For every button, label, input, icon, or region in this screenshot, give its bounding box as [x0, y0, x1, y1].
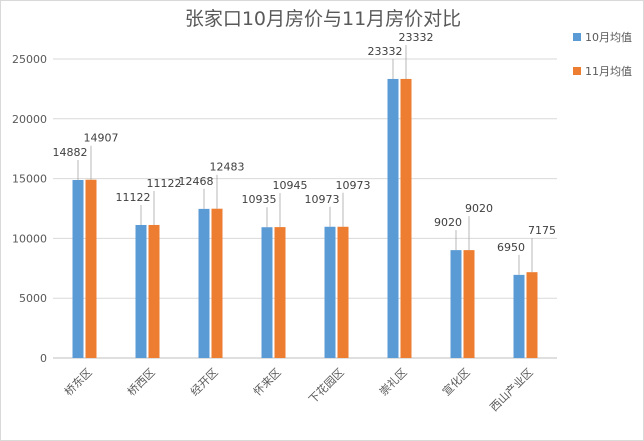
chart-title: 张家口10月房价与11月房价对比 [185, 8, 461, 30]
bar-oct [387, 78, 399, 358]
bar-nov [463, 250, 475, 358]
x-tick-label: 桥东区 [62, 366, 95, 399]
bar-nov [211, 208, 223, 358]
bar-oct [261, 227, 273, 358]
y-tick-label: 20000 [12, 113, 47, 126]
bar-nov [85, 179, 97, 358]
legend-label: 10月均值 [585, 31, 632, 44]
data-label: 10973 [305, 193, 340, 206]
data-label: 6950 [497, 241, 525, 254]
data-label: 12483 [210, 161, 245, 174]
legend-swatch [573, 67, 581, 75]
x-tick-label: 西山产业区 [487, 365, 536, 414]
data-label: 9020 [434, 216, 462, 229]
data-label: 11122 [147, 177, 182, 190]
x-tick-label: 怀来区 [251, 366, 284, 399]
legend-label: 11月均值 [585, 65, 632, 78]
data-label: 23332 [399, 31, 434, 44]
legend-swatch [573, 33, 581, 41]
bar-oct [450, 250, 462, 358]
bar-nov [148, 224, 160, 358]
data-label: 23332 [368, 45, 403, 58]
x-tick-label: 下花园区 [306, 366, 346, 406]
y-tick-label: 0 [40, 352, 47, 365]
data-label: 9020 [465, 202, 493, 215]
x-tick-label: 经开区 [188, 366, 221, 399]
data-label: 10935 [242, 193, 277, 206]
data-label: 11122 [116, 191, 151, 204]
data-label: 7175 [528, 224, 556, 237]
y-tick-label: 10000 [12, 232, 47, 245]
y-tick-label: 25000 [12, 53, 47, 66]
x-tick-label: 崇礼区 [376, 365, 409, 398]
bar-nov [337, 226, 349, 358]
bar-nov [526, 272, 538, 358]
data-label: 12468 [179, 175, 214, 188]
data-label: 10945 [273, 179, 308, 192]
data-label: 14882 [53, 146, 88, 159]
x-tick-label: 宣化区 [439, 365, 472, 398]
data-label: 14907 [84, 132, 119, 145]
bar-oct [198, 208, 210, 358]
bar-nov [400, 78, 412, 358]
data-label: 10973 [336, 179, 371, 192]
x-tick-label: 桥西区 [125, 366, 158, 399]
bar-nov [274, 227, 286, 358]
bar-oct [72, 180, 84, 358]
y-tick-label: 5000 [19, 292, 47, 305]
bar-oct [513, 274, 525, 358]
y-tick-label: 15000 [12, 173, 47, 186]
bar-oct [135, 224, 147, 358]
bar-oct [324, 226, 336, 358]
